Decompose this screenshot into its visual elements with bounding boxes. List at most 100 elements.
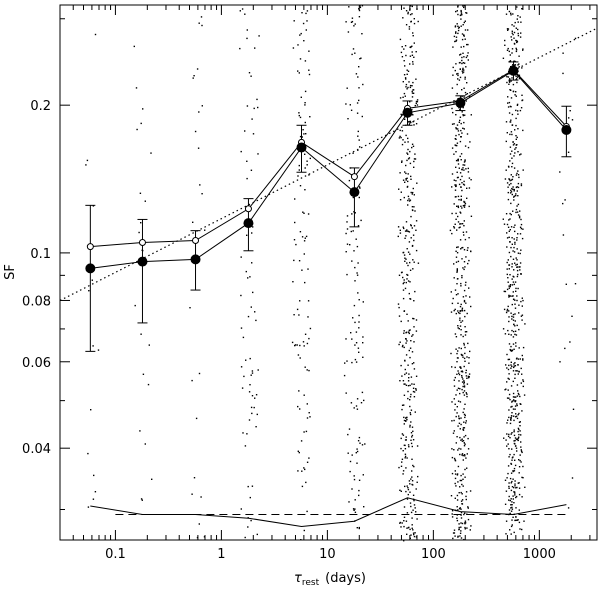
pair-point xyxy=(467,167,469,170)
pair-point xyxy=(466,43,468,46)
pair-point xyxy=(460,223,462,225)
pair-point xyxy=(509,89,511,91)
pair-point xyxy=(451,456,454,459)
pair-point xyxy=(521,354,523,357)
pair-point xyxy=(410,511,413,514)
pair-point xyxy=(510,12,512,14)
pair-point xyxy=(404,171,406,173)
pair-point xyxy=(251,262,253,264)
pair-point xyxy=(404,77,407,79)
pair-point xyxy=(401,404,404,406)
pair-point xyxy=(191,493,193,495)
pair-point xyxy=(305,430,308,433)
pair-point xyxy=(464,91,467,94)
pair-point xyxy=(452,297,454,300)
pair-point xyxy=(192,221,194,223)
pair-point xyxy=(515,519,517,521)
pair-point xyxy=(198,372,201,375)
pair-point xyxy=(508,482,510,484)
pair-point xyxy=(520,367,522,370)
pair-point xyxy=(515,186,518,189)
pair-point xyxy=(415,78,417,80)
pair-point xyxy=(297,44,299,46)
pair-point xyxy=(463,299,466,302)
pair-point xyxy=(511,24,513,26)
pair-point xyxy=(468,362,470,364)
pair-point xyxy=(520,223,523,226)
pair-point xyxy=(460,474,462,477)
pair-point xyxy=(247,315,250,318)
pair-point xyxy=(457,293,459,295)
pair-point xyxy=(359,187,361,189)
pair-point xyxy=(461,14,463,16)
pair-point xyxy=(409,356,411,359)
pair-point xyxy=(304,366,306,368)
pair-point xyxy=(465,66,467,68)
pair-point xyxy=(455,63,457,65)
pair-point xyxy=(244,445,247,447)
pair-point xyxy=(511,32,513,34)
pair-point xyxy=(514,373,516,376)
pair-point xyxy=(463,6,465,9)
pair-point xyxy=(465,375,468,377)
pair-point xyxy=(456,229,458,231)
pair-point xyxy=(466,197,468,199)
pair-point xyxy=(466,453,468,455)
pair-point xyxy=(465,372,467,374)
x-axis-label-subscript: rest xyxy=(302,578,320,588)
pair-point xyxy=(458,373,461,376)
pair-point xyxy=(306,417,309,419)
pair-point xyxy=(511,457,514,459)
pair-point xyxy=(517,273,519,276)
pair-point xyxy=(508,251,511,254)
pair-point xyxy=(404,95,406,97)
pair-point xyxy=(517,482,519,484)
pair-point xyxy=(403,419,406,422)
pair-point xyxy=(508,487,510,489)
pair-point xyxy=(144,443,146,445)
pair-point xyxy=(247,277,249,279)
pair-point xyxy=(399,232,402,234)
pair-point xyxy=(457,465,460,468)
pair-point xyxy=(511,318,513,320)
pair-point xyxy=(513,366,515,369)
pair-point xyxy=(405,179,407,181)
pair-point xyxy=(405,338,407,340)
pair-point xyxy=(302,341,305,343)
pair-point xyxy=(458,133,460,136)
pair-point xyxy=(304,60,307,62)
pair-point xyxy=(503,437,505,439)
pair-point xyxy=(506,477,508,479)
pair-point xyxy=(92,205,95,207)
pair-point xyxy=(354,266,356,269)
pair-point xyxy=(508,343,511,345)
pair-point xyxy=(408,123,410,126)
pair-point xyxy=(457,536,459,538)
pair-point xyxy=(510,406,512,408)
pair-point xyxy=(455,10,457,13)
pair-point xyxy=(513,246,515,249)
pair-point xyxy=(404,287,407,290)
pair-point xyxy=(453,457,456,460)
pair-point xyxy=(417,262,420,264)
pair-point xyxy=(86,159,89,162)
pair-point xyxy=(460,537,463,539)
pair-point xyxy=(510,418,512,420)
pair-point xyxy=(516,266,518,268)
pair-point xyxy=(456,252,459,254)
pair-point xyxy=(462,335,464,338)
pair-point xyxy=(405,54,407,57)
pair-point xyxy=(510,385,513,387)
pair-point xyxy=(407,320,409,322)
pair-point xyxy=(415,100,418,103)
pair-point xyxy=(403,48,405,50)
pair-point xyxy=(510,312,512,314)
pair-point xyxy=(519,226,522,228)
pair-point xyxy=(308,337,310,340)
pair-point xyxy=(513,188,515,191)
pair-point xyxy=(354,358,357,361)
pair-point xyxy=(468,373,471,375)
pair-point xyxy=(510,179,513,181)
pair-point xyxy=(571,477,574,479)
